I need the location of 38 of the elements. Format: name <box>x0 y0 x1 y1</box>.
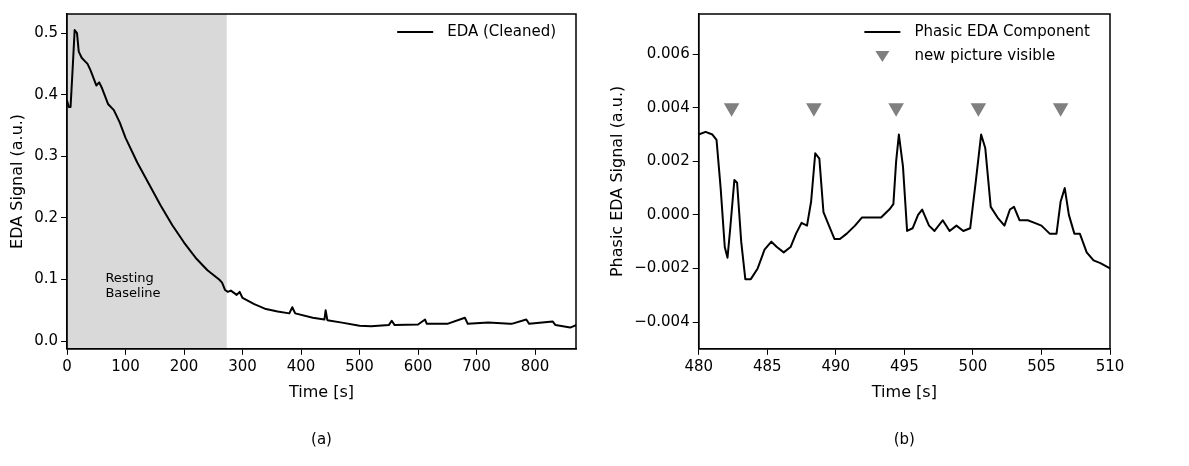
x-tick-label: 480 <box>684 356 714 375</box>
x-tick-label: 300 <box>228 356 257 375</box>
x-axis-title: Time [s] <box>870 381 937 401</box>
x-tick-label: 400 <box>286 356 316 375</box>
x-tick-label: 0 <box>62 356 72 375</box>
y-tick-label: 0.002 <box>646 151 690 170</box>
band-label: Resting Baseline <box>105 269 161 300</box>
y-tick-label: 0.3 <box>34 146 59 165</box>
x-tick-label: 505 <box>1027 356 1056 375</box>
legend-label: Phasic EDA Component <box>914 21 1091 40</box>
y-tick-label: 0.2 <box>34 207 59 226</box>
legend-label: new picture visible <box>914 45 1056 64</box>
y-tick-label: 0.000 <box>646 204 690 223</box>
x-tick-label: 495 <box>890 356 919 375</box>
x-tick-label: 200 <box>169 356 199 375</box>
y-tick-label: 0.5 <box>34 22 59 41</box>
x-tick-label: 100 <box>111 356 140 375</box>
y-tick-label: 0.006 <box>646 44 690 63</box>
x-tick-label: 600 <box>403 356 433 375</box>
text: (b) <box>893 429 915 448</box>
y-tick-label: −0.002 <box>634 258 690 277</box>
x-tick-label: 500 <box>345 356 374 375</box>
x-tick-label: 500 <box>958 356 988 375</box>
x-tick-label: 800 <box>520 356 550 375</box>
x-tick-label: 510 <box>1095 356 1125 375</box>
legend-label: EDA (Cleaned) <box>447 21 557 40</box>
x-tick-label: 485 <box>752 356 782 375</box>
y-tick-label: 0.4 <box>34 84 59 103</box>
y-tick-label: 0.1 <box>34 269 59 288</box>
x-tick-label: 490 <box>821 356 851 375</box>
text: (a) <box>311 429 332 448</box>
y-tick-label: 0.004 <box>646 97 690 116</box>
y-axis-title: EDA Signal (a.u.) <box>6 113 26 249</box>
y-tick-label: −0.004 <box>634 311 690 330</box>
x-axis-title: Time [s] <box>288 381 355 401</box>
y-axis-title: Phasic EDA Signal (a.u.) <box>606 85 626 278</box>
x-tick-label: 700 <box>462 356 491 375</box>
y-tick-label: 0.0 <box>34 330 59 349</box>
